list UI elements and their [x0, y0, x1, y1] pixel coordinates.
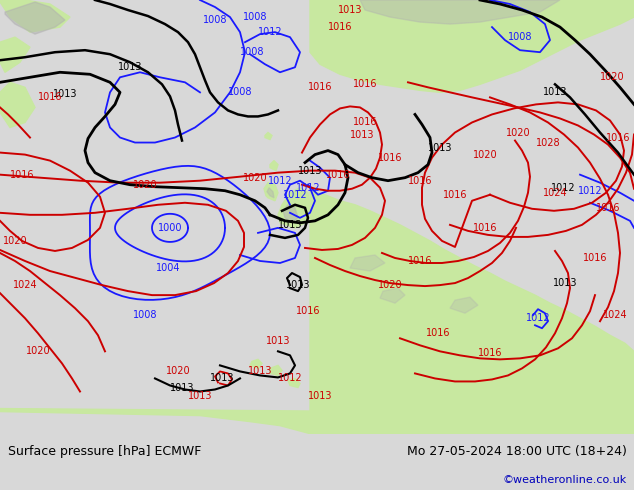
Text: 1013: 1013: [170, 384, 194, 393]
Text: 1016: 1016: [38, 93, 62, 102]
Text: 1013: 1013: [553, 278, 577, 288]
Text: 1013: 1013: [188, 391, 212, 400]
Text: 1016: 1016: [353, 79, 377, 89]
Polygon shape: [270, 366, 282, 375]
Text: 1024: 1024: [603, 310, 627, 320]
Text: 1008: 1008: [133, 310, 157, 320]
Text: 1000: 1000: [158, 223, 182, 233]
Text: 1013: 1013: [210, 373, 234, 384]
Text: 1016: 1016: [378, 152, 402, 163]
Text: 1012: 1012: [578, 186, 602, 196]
Text: 1016: 1016: [408, 256, 432, 266]
Text: 1020: 1020: [378, 280, 403, 290]
Text: Mo 27-05-2024 18:00 UTC (18+24): Mo 27-05-2024 18:00 UTC (18+24): [406, 445, 626, 458]
Text: 1012: 1012: [526, 313, 550, 323]
Text: 1020: 1020: [243, 172, 268, 183]
Text: 1008: 1008: [240, 47, 264, 57]
Text: 1012: 1012: [551, 183, 575, 193]
Text: 1013: 1013: [350, 129, 374, 140]
Text: 1024: 1024: [543, 188, 567, 198]
Text: 1020: 1020: [473, 149, 497, 160]
Polygon shape: [440, 325, 448, 336]
Text: 1016: 1016: [326, 170, 350, 180]
Polygon shape: [267, 188, 274, 198]
Polygon shape: [315, 311, 380, 351]
Text: 1013: 1013: [278, 220, 302, 230]
Text: 1013: 1013: [248, 367, 272, 376]
Text: 1016: 1016: [408, 176, 432, 186]
Text: 1016: 1016: [295, 306, 320, 316]
Polygon shape: [0, 37, 30, 73]
Text: 1020: 1020: [133, 180, 157, 190]
Text: 1016: 1016: [473, 223, 497, 233]
Polygon shape: [0, 409, 634, 434]
Polygon shape: [250, 359, 262, 368]
Polygon shape: [450, 297, 478, 313]
Polygon shape: [288, 378, 300, 388]
Text: 1016: 1016: [583, 253, 607, 263]
Text: 1016: 1016: [10, 170, 34, 180]
Polygon shape: [546, 355, 565, 368]
Text: 1016: 1016: [596, 203, 620, 213]
Text: 1024: 1024: [13, 280, 37, 290]
Text: 1013: 1013: [307, 391, 332, 400]
Polygon shape: [5, 2, 65, 34]
Text: 1008: 1008: [508, 32, 533, 42]
Polygon shape: [435, 309, 443, 321]
Polygon shape: [470, 315, 495, 364]
Text: 1020: 1020: [600, 73, 624, 82]
Polygon shape: [350, 255, 385, 271]
Text: 1016: 1016: [307, 82, 332, 92]
Text: 1013: 1013: [118, 62, 142, 72]
Text: 1013: 1013: [428, 143, 452, 152]
Text: 1012: 1012: [283, 190, 307, 200]
Text: 1008: 1008: [243, 12, 268, 22]
Text: 1020: 1020: [26, 346, 50, 356]
Polygon shape: [470, 347, 482, 358]
Polygon shape: [380, 288, 405, 303]
Text: 1016: 1016: [605, 132, 630, 143]
Polygon shape: [278, 188, 310, 228]
Text: 1016: 1016: [353, 118, 377, 127]
Text: ©weatheronline.co.uk: ©weatheronline.co.uk: [502, 475, 626, 485]
Text: 1013: 1013: [286, 280, 310, 290]
Polygon shape: [265, 132, 272, 140]
Polygon shape: [310, 0, 634, 92]
Text: 1020: 1020: [3, 236, 27, 246]
Polygon shape: [283, 205, 298, 223]
Text: 1016: 1016: [426, 328, 450, 338]
Polygon shape: [0, 82, 35, 127]
Text: 1004: 1004: [156, 263, 180, 273]
Text: 1013: 1013: [338, 5, 362, 15]
Polygon shape: [270, 161, 278, 171]
Polygon shape: [264, 183, 278, 201]
Text: 1013: 1013: [298, 166, 322, 175]
Text: 1020: 1020: [165, 367, 190, 376]
Text: 1008: 1008: [228, 87, 252, 98]
Text: 1008: 1008: [203, 15, 227, 25]
Text: 1013: 1013: [543, 87, 567, 98]
Text: 1012: 1012: [295, 183, 320, 193]
Polygon shape: [360, 0, 560, 24]
Text: 1028: 1028: [536, 138, 560, 147]
Text: 1016: 1016: [478, 348, 502, 358]
Text: 1012: 1012: [268, 176, 292, 186]
Text: 1013: 1013: [53, 89, 77, 99]
Text: 1012: 1012: [257, 27, 282, 37]
Text: 1013: 1013: [266, 336, 290, 346]
Text: Surface pressure [hPa] ECMWF: Surface pressure [hPa] ECMWF: [8, 445, 201, 458]
Polygon shape: [508, 323, 535, 358]
Text: 1016: 1016: [328, 22, 353, 32]
Text: 1012: 1012: [278, 373, 302, 384]
Polygon shape: [310, 191, 634, 434]
Text: 1016: 1016: [443, 190, 467, 200]
Polygon shape: [0, 0, 70, 32]
Text: 1020: 1020: [506, 127, 530, 138]
